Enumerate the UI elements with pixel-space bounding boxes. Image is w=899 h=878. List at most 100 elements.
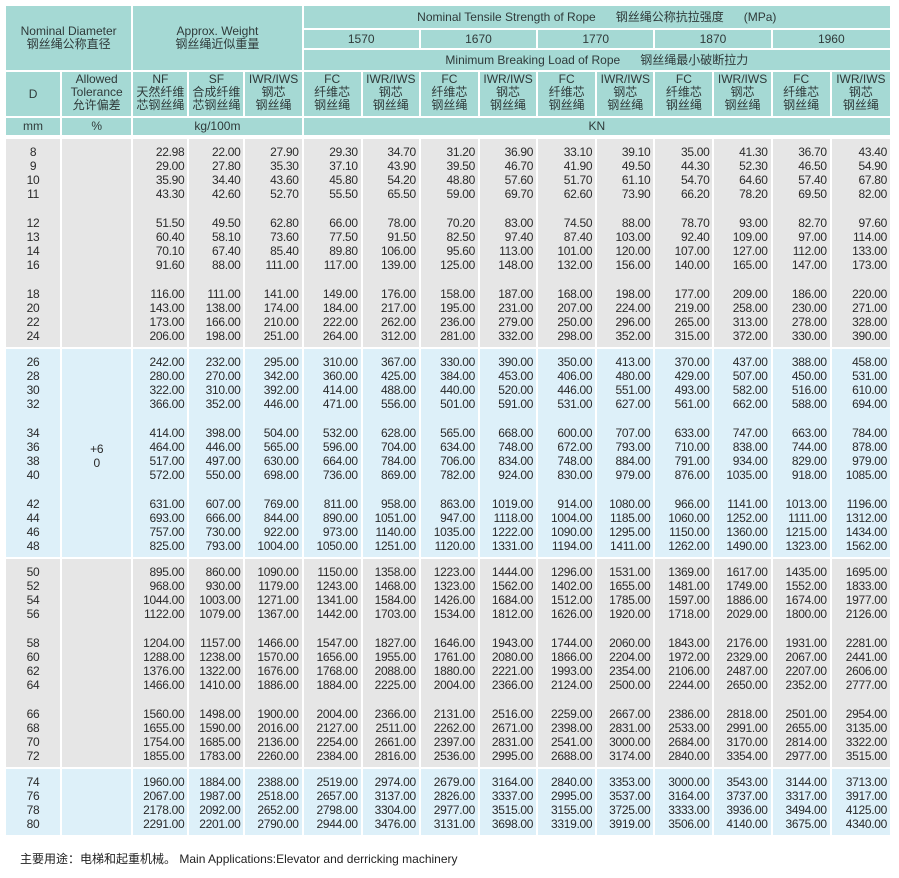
value-cell: 186.00 [772,287,832,301]
diameter-cell: 48 [6,539,63,553]
value-cell: 664.00 [303,454,363,468]
value-cell: 22.00 [189,145,246,159]
table-row: 8 22.98 22.00 27.90 29.30 34.70 31.20 36.90 33.1… [6,145,890,159]
value-cell: 1783.00 [189,749,246,763]
value-cell: 2291.00 [133,817,190,831]
table-band: 8 22.98 22.00 27.90 29.30 34.70 31.20 36.90 33.1… [6,137,890,347]
value-cell: 2816.00 [362,749,421,763]
value-cell: 93.00 [714,216,773,230]
value-cell: 2088.00 [362,664,421,678]
table-row: 18 116.00 111.00 141.00 149.00 176.00 158.00 18… [6,287,890,301]
value-cell: 736.00 [303,468,363,482]
spacer-cell [133,201,190,216]
value-cell: 2679.00 [420,775,480,789]
diameter-cell: 14 [6,244,63,258]
value-cell: 251.00 [245,329,304,343]
value-cell: 1369.00 [655,565,715,579]
spacer-cell [479,137,539,145]
value-cell: 550.00 [189,468,246,482]
spacer-cell [245,137,304,145]
value-cell: 1194.00 [538,539,598,553]
spacer-cell [714,557,773,565]
value-cell: 744.00 [772,440,832,454]
value-cell: 2207.00 [772,664,832,678]
spacer-cell [6,767,63,775]
spacer-cell [189,831,246,835]
value-cell: 35.00 [655,145,715,159]
value-cell: 1884.00 [189,775,246,789]
value-cell: 2650.00 [714,678,773,692]
fc-l3: 钢丝绳 [548,98,585,112]
value-cell: 930.00 [189,579,246,593]
value-cell: 2840.00 [655,749,715,763]
value-cell: 2080.00 [479,650,539,664]
diameter-cell: 64 [6,678,63,692]
value-cell: 1442.00 [303,607,363,621]
value-cell: 2029.00 [714,607,773,621]
value-cell: 1358.00 [362,565,421,579]
spacer-cell [655,411,715,426]
value-cell: 210.00 [245,315,304,329]
value-cell: 207.00 [538,301,598,315]
value-cell: 784.00 [362,454,421,468]
value-cell: 2541.00 [538,735,598,749]
value-cell: 88.00 [189,258,246,272]
value-cell: 1800.00 [772,607,832,621]
spacer-cell [479,557,539,565]
nominal-diameter-zh: 钢丝绳公称直径 [26,37,111,51]
diameter-cell: 11 [6,187,63,201]
value-cell: 3737.00 [714,789,773,803]
value-cell: 3317.00 [772,789,832,803]
diameter-cell: 38 [6,454,63,468]
table-row: 12 51.50 49.50 62.80 66.00 78.00 70.20 83.00 74.… [6,216,890,230]
spacer-cell [133,482,190,497]
value-cell: 1434.00 [831,525,890,539]
spacer-cell [6,272,63,287]
value-cell: 1744.00 [538,636,598,650]
fc-l2: 纤维芯 [314,85,351,99]
value-cell: 1570.00 [245,650,304,664]
value-cell: 139.00 [362,258,421,272]
value-cell: 884.00 [597,454,656,468]
spacer-cell [655,272,715,287]
value-cell: 1004.00 [245,539,304,553]
spacer-cell [597,692,656,707]
spacer-cell [303,343,363,347]
value-cell: 280.00 [133,369,190,383]
table-row: 80 2291.00 2201.00 2790.00 2944.00 3476.00 313… [6,817,890,831]
value-cell: 2352.00 [772,678,832,692]
tolerance-header: Allowed Tolerance 允许偏差 [62,72,134,118]
value-cell: 1435.00 [772,565,832,579]
iwr-l2: 钢芯 [848,85,873,99]
value-cell: 59.00 [420,187,480,201]
value-cell: 2397.00 [420,735,480,749]
spacer-cell [189,692,246,707]
value-cell: 67.40 [189,244,246,258]
value-cell: 2944.00 [303,817,363,831]
spacer-cell [479,767,539,775]
value-cell: 132.00 [538,258,598,272]
value-cell: 1884.00 [303,678,363,692]
value-cell: 446.00 [538,383,598,397]
value-cell: 1079.00 [189,607,246,621]
value-cell: 3164.00 [479,775,539,789]
value-cell: 58.10 [189,230,246,244]
spacer-cell [479,831,539,835]
iwr-l1: IWR/IWS [600,72,650,86]
value-cell: 78.00 [362,216,421,230]
iwr-l1: IWR/IWS [717,72,768,86]
value-cell: 312.00 [362,329,421,343]
value-cell: 1562.00 [831,539,890,553]
value-cell: 43.40 [831,145,890,159]
table-row: 56 1122.00 1079.00 1367.00 1442.00 1703.00 153… [6,607,890,621]
spacer-cell [831,137,890,145]
value-cell: 27.80 [189,159,246,173]
value-cell: 3725.00 [597,803,656,817]
value-cell: 82.70 [772,216,832,230]
spacer-cell [362,763,421,767]
value-cell: 95.60 [420,244,480,258]
value-cell: 46.70 [479,159,539,173]
spacer-cell [6,621,63,636]
diameter-cell: 28 [6,369,63,383]
value-cell: 2004.00 [303,707,363,721]
